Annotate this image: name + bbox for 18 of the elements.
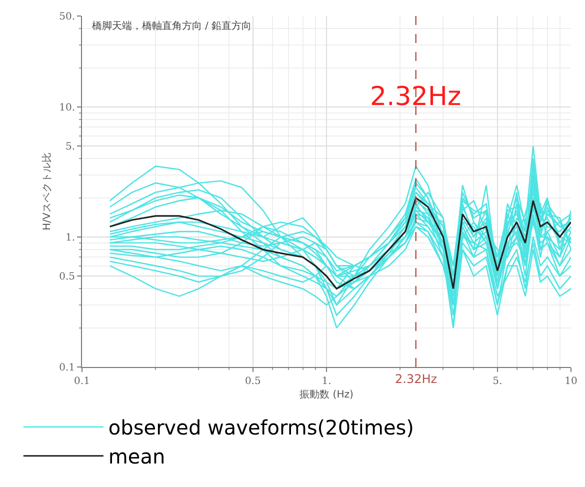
y-tick-label: 5. bbox=[65, 142, 75, 153]
x-tick-label: 5. bbox=[492, 376, 502, 387]
text: 橋脚天端，橋軸直角方向 / 鉛直方向 bbox=[92, 20, 252, 32]
legend-label: observed waveforms(20times) bbox=[108, 416, 414, 440]
annotation: 2.32Hz bbox=[370, 82, 462, 112]
x-tick-label: 1. bbox=[322, 376, 332, 387]
x-axis-title: 振動数 (Hz) bbox=[300, 388, 354, 400]
legend-label: mean bbox=[108, 444, 166, 469]
x-tick-label: 0.1 bbox=[74, 376, 90, 387]
y-tick-label: 1. bbox=[65, 232, 75, 244]
y-tick-label: 10. bbox=[59, 102, 75, 114]
ref-line-label: 2.32Hz bbox=[395, 372, 438, 386]
y-tick-label: 0.5 bbox=[59, 272, 75, 283]
x-tick-label: 10 bbox=[564, 376, 578, 387]
x-tick-label: 0.5 bbox=[244, 376, 261, 387]
y-axis-title: H/Vスペクトル比 bbox=[41, 152, 54, 230]
y-tick-label: 50. bbox=[59, 12, 75, 22]
y-tick-label: 0.1 bbox=[59, 362, 75, 374]
